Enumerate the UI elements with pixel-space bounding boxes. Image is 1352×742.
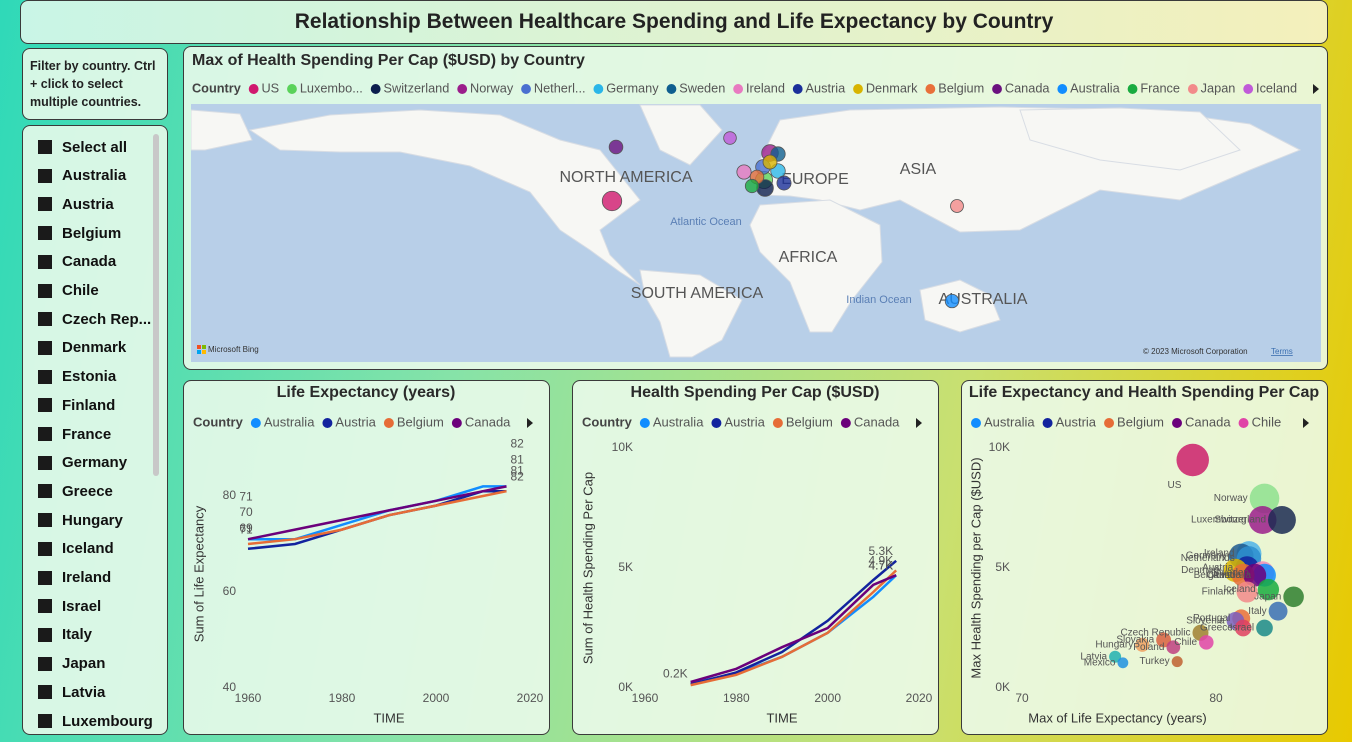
checkbox[interactable] bbox=[38, 599, 52, 614]
checkbox[interactable] bbox=[38, 254, 52, 269]
slicer-label: Hungary bbox=[62, 511, 123, 529]
slicer-label: Select all bbox=[62, 138, 128, 156]
checkbox[interactable] bbox=[38, 398, 52, 413]
slicer-item[interactable]: Luxembourg bbox=[38, 710, 153, 732]
slicer-label: Israel bbox=[62, 597, 102, 615]
checkbox[interactable] bbox=[38, 340, 52, 355]
slicer-label: Iceland bbox=[62, 540, 114, 558]
slicer-label: Canada bbox=[62, 253, 117, 271]
slicer-label: Estonia bbox=[62, 368, 117, 386]
slicer-item[interactable]: Israel bbox=[38, 595, 101, 617]
filter-note: Filter by country. Ctrl + click to selec… bbox=[22, 48, 168, 120]
checkbox[interactable] bbox=[38, 168, 52, 183]
checkbox[interactable] bbox=[38, 455, 52, 470]
checkbox[interactable] bbox=[38, 484, 52, 499]
slicer-item[interactable]: Austria bbox=[38, 193, 114, 215]
slicer-item[interactable]: Select all bbox=[38, 136, 127, 158]
slicer-item[interactable]: Italy bbox=[38, 624, 92, 646]
checkbox[interactable] bbox=[38, 656, 52, 671]
slicer-item[interactable]: Greece bbox=[38, 480, 113, 502]
checkbox[interactable] bbox=[38, 140, 52, 154]
slicer-item[interactable]: Latvia bbox=[38, 681, 105, 703]
slicer-label: Denmark bbox=[62, 339, 127, 357]
checkbox[interactable] bbox=[38, 513, 52, 528]
checkbox[interactable] bbox=[38, 427, 52, 441]
slicer-item[interactable]: France bbox=[38, 423, 111, 445]
checkbox[interactable] bbox=[38, 226, 52, 241]
slicer-label: Finland bbox=[62, 396, 116, 414]
slicer-label: Belgium bbox=[62, 224, 122, 242]
checkbox[interactable] bbox=[38, 197, 52, 212]
slicer-item[interactable]: Hungary bbox=[38, 509, 123, 531]
slicer-item[interactable]: Czech Rep... bbox=[38, 308, 151, 330]
slicer-item[interactable]: Finland bbox=[38, 394, 115, 416]
slicer-label: Chile bbox=[62, 282, 99, 299]
life-panel bbox=[183, 380, 550, 735]
country-slicer: Select all Australia Austria Belgium Canada C… bbox=[22, 125, 168, 735]
slicer-item[interactable]: Germany bbox=[38, 452, 127, 474]
checkbox[interactable] bbox=[38, 312, 52, 327]
checkbox[interactable] bbox=[38, 283, 52, 298]
slicer-item[interactable]: Denmark bbox=[38, 337, 126, 359]
checkbox[interactable] bbox=[38, 570, 52, 585]
scatter-panel bbox=[961, 380, 1328, 735]
checkbox[interactable] bbox=[38, 369, 52, 384]
slicer-item[interactable]: Canada bbox=[38, 251, 116, 273]
spending-panel bbox=[572, 380, 939, 735]
slicer-label: Austria bbox=[62, 195, 114, 213]
slicer-item[interactable]: Belgium bbox=[38, 222, 121, 244]
slicer-item[interactable]: Estonia bbox=[38, 366, 116, 388]
map-panel bbox=[183, 46, 1328, 370]
slicer-label: Japan bbox=[62, 655, 106, 673]
slicer-item[interactable]: Iceland bbox=[38, 538, 114, 560]
checkbox[interactable] bbox=[38, 714, 52, 728]
slicer-label: Czech Rep... bbox=[62, 310, 152, 328]
slicer-item[interactable]: Ireland bbox=[38, 567, 111, 589]
slicer-item[interactable]: Japan bbox=[38, 653, 105, 675]
slicer-label: Australia bbox=[62, 167, 127, 185]
slicer-label: Ireland bbox=[62, 569, 112, 586]
dashboard-title: Relationship Between Healthcare Spending… bbox=[20, 0, 1328, 44]
slicer-item[interactable]: Chile bbox=[38, 280, 99, 302]
slicer-label: Italy bbox=[62, 626, 93, 644]
slicer-item[interactable]: Australia bbox=[38, 165, 126, 187]
slicer-label: Germany bbox=[62, 454, 128, 472]
scrollbar[interactable] bbox=[153, 134, 159, 476]
slicer-label: France bbox=[62, 425, 112, 443]
checkbox[interactable] bbox=[38, 541, 52, 556]
slicer-label: Latvia bbox=[62, 683, 106, 701]
checkbox[interactable] bbox=[38, 627, 52, 642]
slicer-label: Greece bbox=[62, 482, 113, 500]
checkbox[interactable] bbox=[38, 685, 52, 700]
slicer-label: Luxembourg bbox=[62, 712, 153, 730]
